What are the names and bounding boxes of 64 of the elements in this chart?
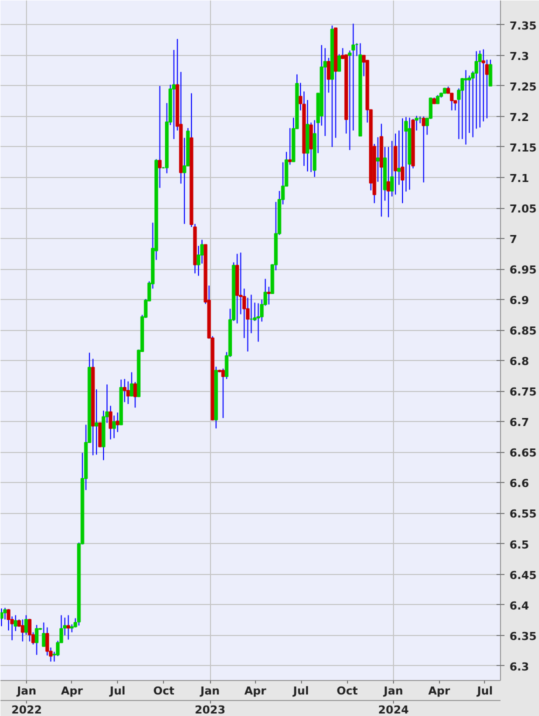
candlestick <box>478 50 482 128</box>
candlestick <box>133 382 137 408</box>
y-tick-label: 7.3 <box>510 50 529 63</box>
candlestick <box>288 128 292 166</box>
y-tick-label: 6.3 <box>510 660 529 674</box>
candlestick <box>309 122 313 173</box>
y-tick-label: 7.25 <box>510 80 537 94</box>
candlestick <box>42 622 46 647</box>
x-tick-label: Jul <box>108 684 126 698</box>
x-tick-label: Oct <box>153 684 174 698</box>
y-tick-label: 6.45 <box>510 568 537 582</box>
candlestick <box>158 85 162 188</box>
candlestick <box>386 146 390 218</box>
x-tick-label: Apr <box>428 684 451 698</box>
y-tick-label: 7.1 <box>510 172 529 186</box>
y-tick-label: 7 <box>510 233 518 246</box>
y-tick-label: 6.35 <box>510 630 537 643</box>
candlestick <box>256 302 260 342</box>
y-tick-label: 6.95 <box>510 264 537 277</box>
x-tick-label: Jan <box>382 684 404 698</box>
y-tick-label: 6.7 <box>510 416 529 430</box>
candlestick <box>221 368 225 419</box>
y-tick-label: 6.55 <box>510 508 537 521</box>
candlestick <box>34 624 38 656</box>
candlestick <box>267 286 271 305</box>
candlestick <box>66 614 70 640</box>
x-tick-label: Apr <box>60 684 84 698</box>
x-tick-label: Apr <box>244 684 267 698</box>
candlestick <box>122 378 126 403</box>
candlestick <box>98 422 102 448</box>
x-tick-label: Oct <box>336 684 358 698</box>
candlestick <box>323 48 327 137</box>
y-tick-label: 7.15 <box>510 142 537 154</box>
x-tick-label: Jul <box>292 684 309 698</box>
x2-tick-label: 2023 <box>194 704 226 716</box>
x-tick-label: Jan <box>199 684 220 698</box>
y-tick-label: 6.85 <box>510 324 537 338</box>
x-tick-label: Jul <box>476 684 493 698</box>
candlestick <box>0 608 4 627</box>
candlestick <box>20 618 24 642</box>
y-tick-label: 6.75 <box>510 386 537 399</box>
candlestick <box>94 388 98 456</box>
x2-tick-label: 2024 <box>378 704 410 716</box>
y-tick-label: 7.2 <box>510 110 529 124</box>
candlestick <box>172 49 176 140</box>
candlestick <box>422 116 426 183</box>
y-tick-label: 6.4 <box>510 599 530 612</box>
y-tick-label: 6.5 <box>510 538 529 552</box>
candlestick <box>112 415 116 439</box>
y-tick-label: 6.6 <box>510 477 530 490</box>
x-tick-label: Jan <box>16 684 36 698</box>
y-tick-label: 6.65 <box>510 446 537 460</box>
candlestick <box>126 380 130 404</box>
x2-tick-label: 2022 <box>11 704 42 716</box>
candlestick <box>400 118 404 204</box>
y-tick-label: 7.35 <box>510 19 537 32</box>
candlestick <box>376 136 380 182</box>
y-tick-label: 6.8 <box>510 355 529 368</box>
y-tick-label: 7.05 <box>510 202 537 216</box>
candlestick <box>464 70 468 146</box>
y-tick-label: 6.9 <box>510 294 529 308</box>
candlestick <box>28 618 32 642</box>
candlestick <box>337 54 342 72</box>
candlestick <box>351 23 356 132</box>
